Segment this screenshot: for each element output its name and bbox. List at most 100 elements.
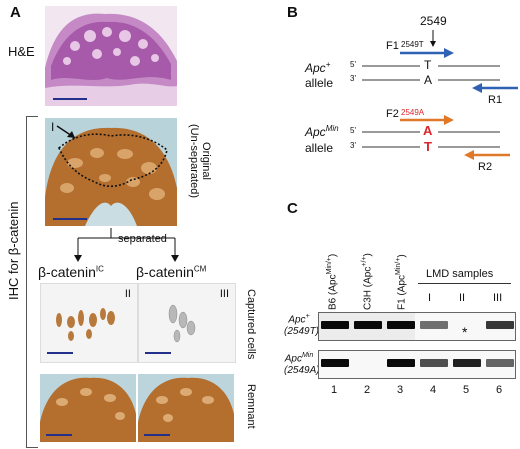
lane-number-2: 2 bbox=[364, 384, 371, 396]
row2-sup: Min bbox=[301, 352, 314, 359]
lane-number-4: 4 bbox=[430, 384, 437, 396]
captured-cm-image: III bbox=[138, 283, 236, 363]
gel-band-row1-lane1 bbox=[321, 321, 349, 329]
captured-ic-cells bbox=[56, 308, 115, 341]
plus-strand-top-right bbox=[438, 65, 500, 67]
gel-band-row2-lane4 bbox=[420, 359, 448, 367]
cm-label: β-cateninCM bbox=[136, 264, 206, 280]
ihc-bracket bbox=[26, 116, 38, 448]
f1-label: F1 bbox=[386, 40, 399, 52]
gel-band-row2-lane1 bbox=[321, 359, 349, 367]
lane-6-header: III bbox=[493, 292, 503, 304]
ihc-label: IHC for β-catenin bbox=[6, 201, 21, 300]
gel-band-row2-lane3 bbox=[387, 359, 415, 367]
original-label: Original (Un-separated) bbox=[188, 124, 212, 198]
gel-band-row1-lane6 bbox=[486, 321, 514, 329]
missing-band-asterisk: * bbox=[462, 324, 468, 340]
f2-tag: 2549A bbox=[401, 108, 425, 117]
plus-allele-sup: + bbox=[325, 60, 331, 69]
lane-2-tail: ) bbox=[362, 253, 374, 257]
remnant-cm-tissue bbox=[138, 374, 234, 442]
r2-arrow bbox=[464, 150, 510, 160]
cm-label-sup: CM bbox=[193, 264, 207, 274]
he-scale-bar bbox=[53, 98, 87, 100]
gel-row-apc-min bbox=[318, 350, 516, 379]
min-allele-label: ApcMin bbox=[305, 124, 339, 139]
lane-3-tail: ) bbox=[396, 254, 408, 258]
he-label: H&E bbox=[8, 44, 35, 59]
remnant-label: Remnant bbox=[245, 384, 257, 429]
he-tissue bbox=[45, 6, 177, 106]
min-allele-gene: Apc bbox=[305, 125, 326, 139]
plus-allele-gene: Apc bbox=[305, 61, 326, 75]
min-allele-sup: Min bbox=[325, 124, 339, 133]
original-label-line2: (Un-separated) bbox=[188, 124, 200, 198]
cm-label-main: β-catenin bbox=[136, 264, 194, 280]
lane-2-name: C3H (Apc bbox=[362, 266, 374, 310]
min-bottom-base: T bbox=[424, 139, 432, 154]
plus-strand-top-left bbox=[362, 65, 420, 67]
row1-gene: Apc bbox=[288, 314, 306, 326]
lane-3-sup: Min/+ bbox=[395, 257, 402, 275]
ic-label: β-cateninIC bbox=[38, 264, 104, 280]
ic-label-main: β-catenin bbox=[38, 264, 96, 280]
ic-label-sup: IC bbox=[95, 264, 104, 274]
he-image bbox=[45, 6, 177, 106]
captured-cm-cells bbox=[168, 304, 196, 343]
ic-roman: II bbox=[124, 288, 131, 300]
row1-label: Apc+ (2549T) bbox=[284, 311, 319, 338]
lane-number-3: 3 bbox=[397, 384, 404, 396]
gel-band-row1-lane4 bbox=[420, 321, 448, 329]
row2-allele: (2549A) bbox=[284, 365, 320, 377]
captured-ic-image: II bbox=[40, 283, 138, 363]
min-top-base: A bbox=[423, 123, 433, 138]
gel-band-row2-lane6 bbox=[486, 359, 514, 367]
remnant-cm-image bbox=[138, 374, 234, 442]
min-strand-top-right bbox=[438, 131, 500, 133]
plus-allele-label: Apc+ bbox=[305, 60, 330, 75]
f2-arrow bbox=[400, 115, 454, 125]
lane-number-5: 5 bbox=[463, 384, 470, 396]
lane-5-header: II bbox=[459, 292, 466, 304]
captured-label: Captured cells bbox=[245, 289, 257, 360]
original-ihc-image: I bbox=[45, 118, 177, 226]
row1-allele: (2549T) bbox=[284, 326, 320, 338]
lane-3-name: F1 (Apc bbox=[396, 274, 408, 310]
min-strand-bottom-left bbox=[362, 146, 420, 148]
row1-sup: + bbox=[305, 313, 310, 320]
plus-5prime: 5' bbox=[350, 60, 356, 69]
original-scale-bar bbox=[53, 218, 87, 220]
lane-2-sup: +/+ bbox=[361, 256, 368, 267]
lane-1-tail: ) bbox=[327, 253, 339, 258]
remnant-ic-scale-bar bbox=[46, 434, 72, 436]
roi-arrow bbox=[56, 125, 76, 139]
panel-a-letter: A bbox=[10, 4, 21, 21]
lane-number-1: 1 bbox=[331, 384, 338, 396]
cm-scale-bar bbox=[145, 352, 171, 354]
plus-allele-word: allele bbox=[305, 76, 334, 90]
remnant-ic-tissue bbox=[40, 374, 136, 442]
min-strand-bottom-right bbox=[438, 146, 500, 148]
f1-tag: 2549T bbox=[401, 40, 424, 49]
r2-label: R2 bbox=[478, 161, 493, 173]
f1-arrow bbox=[400, 48, 454, 58]
lane-1-header: B6 (ApcMin/+) bbox=[326, 254, 338, 310]
min-5prime: 5' bbox=[350, 126, 356, 135]
min-strand-top-left bbox=[362, 131, 420, 133]
position-label: 2549 bbox=[420, 14, 447, 28]
cm-roman: III bbox=[219, 288, 229, 300]
roi-label: I bbox=[51, 120, 55, 134]
original-ihc-tissue bbox=[45, 118, 177, 226]
separated-label: separated bbox=[118, 233, 167, 245]
gel-band-row2-lane5 bbox=[453, 359, 481, 367]
gel-band-row1-lane3 bbox=[387, 321, 415, 329]
lane-1-name: B6 (Apc bbox=[327, 274, 339, 310]
r1-label: R1 bbox=[488, 94, 503, 106]
separation-tree bbox=[74, 228, 179, 262]
r1-arrow bbox=[472, 83, 518, 93]
remnant-ic-image bbox=[40, 374, 136, 442]
ic-scale-bar bbox=[47, 352, 73, 354]
plus-3prime: 3' bbox=[350, 74, 356, 83]
panel-c-letter: C bbox=[287, 200, 298, 217]
original-label-line1: Original bbox=[200, 142, 212, 180]
